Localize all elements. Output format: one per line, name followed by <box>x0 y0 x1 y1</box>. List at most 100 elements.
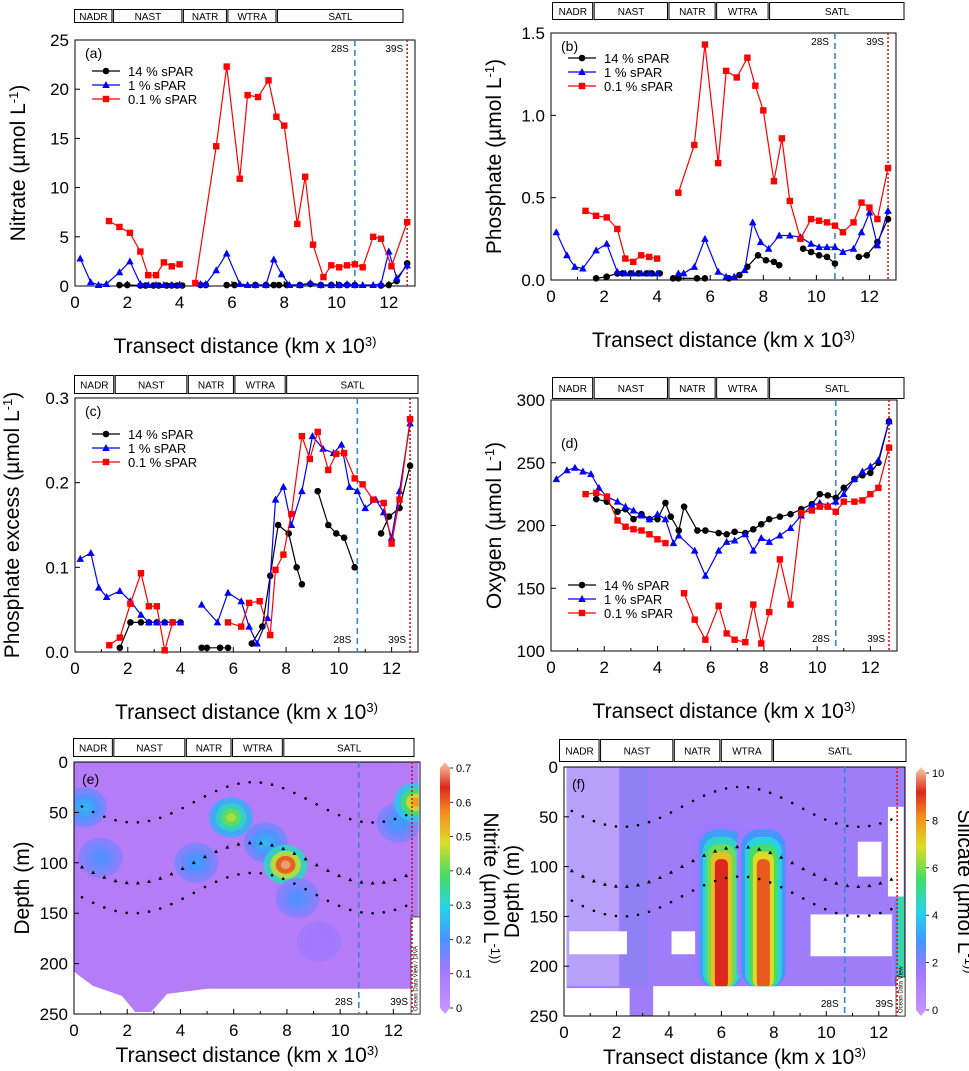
sample-dot <box>304 887 307 891</box>
data-point <box>277 270 286 278</box>
sample-triangle <box>856 884 861 889</box>
sample-dot <box>326 899 330 903</box>
data-point <box>637 511 646 519</box>
data-point <box>884 164 892 172</box>
y-tick-label: 150 <box>40 904 68 923</box>
sample-triangle <box>359 880 364 884</box>
data-point <box>736 271 743 279</box>
colorbar-tick-label: 0 <box>932 1005 938 1017</box>
y-tick-label: 100 <box>40 854 68 873</box>
panel-label: (a) <box>85 45 102 61</box>
data-point <box>324 521 332 529</box>
data-point <box>776 556 784 563</box>
colorbar <box>916 767 926 1016</box>
data-point <box>127 619 134 626</box>
sample-triangle <box>79 865 84 869</box>
sample-dot <box>237 782 240 785</box>
data-gap <box>569 931 627 955</box>
y-tick-label: 0.3 <box>45 389 69 408</box>
sample-triangle <box>292 851 297 855</box>
data-point <box>731 636 738 643</box>
x-tick-label: 2 <box>599 287 608 306</box>
legend-marker <box>102 81 110 88</box>
sample-dot <box>80 895 84 899</box>
sample-triangle <box>124 880 129 885</box>
colorbar-ticks: 0 0.1 0.2 0.3 0.4 0.5 0.6 0.7 <box>450 763 471 1015</box>
colorbar-tick-label: 4 <box>932 910 938 922</box>
x-tick-label: 0 <box>546 658 555 677</box>
data-point <box>340 534 348 541</box>
sample-dot <box>136 821 140 824</box>
data-point <box>161 647 168 654</box>
data-point <box>875 484 882 492</box>
sample-dot <box>757 877 761 881</box>
data-point <box>351 281 359 289</box>
x-tick-label: 10 <box>329 659 348 678</box>
province-label: NAST <box>624 747 651 758</box>
x-axis-label: Transect distance (km x 103) <box>603 1045 866 1070</box>
sample-triangle <box>746 845 751 849</box>
data-point <box>281 122 288 129</box>
data-point <box>369 233 377 240</box>
sample-triangle <box>135 880 140 885</box>
data-point <box>816 490 824 498</box>
colorbar-tick-label: 0.2 <box>456 934 471 946</box>
legend-label: 0.1 % sPAR <box>128 92 197 107</box>
legend-label: 1 % sPAR <box>128 441 186 456</box>
data-point <box>298 580 306 588</box>
data-point <box>571 463 579 471</box>
sample-dot <box>348 908 352 912</box>
data-point <box>733 74 740 81</box>
x-axis: 0 2 4 6 8 10 12 <box>559 1011 888 1042</box>
sample-dot <box>790 801 794 805</box>
data-point <box>839 490 848 498</box>
province-box <box>552 377 594 399</box>
sample-dot <box>845 824 849 828</box>
data-gap <box>857 841 882 877</box>
data-point <box>629 269 638 277</box>
data-point <box>253 639 261 647</box>
data-point <box>285 281 294 289</box>
data-point <box>169 619 176 626</box>
sample-triangle <box>779 855 784 859</box>
y-tick-label: 250 <box>530 1007 558 1026</box>
data-point <box>223 281 230 289</box>
x-tick-label: 12 <box>379 293 398 312</box>
boundary-28s-label: 28S <box>335 997 353 1008</box>
data-gap <box>887 806 904 897</box>
data-point <box>86 278 95 286</box>
data-point <box>335 281 343 289</box>
sample-dot <box>691 799 695 803</box>
data-point <box>675 189 682 196</box>
y-tick-label: 0.1 <box>45 558 69 577</box>
data-point <box>345 482 354 490</box>
legend-marker <box>102 458 110 466</box>
province-label: NADR <box>559 7 587 18</box>
data-point <box>395 487 404 495</box>
data-point <box>212 266 221 274</box>
sample-dot <box>393 908 397 912</box>
province-box <box>716 2 769 20</box>
sample-dot <box>823 818 827 821</box>
sample-dot <box>647 910 651 914</box>
data-point <box>237 597 246 605</box>
data-point <box>702 636 709 643</box>
data-point <box>116 281 123 289</box>
data-point <box>778 135 786 142</box>
data-point <box>823 219 831 226</box>
data-point <box>145 618 153 626</box>
data-point <box>748 218 757 226</box>
data-point <box>137 610 145 618</box>
data-point <box>296 281 304 289</box>
data-point <box>392 274 401 282</box>
data-point <box>145 271 152 279</box>
data-point <box>754 252 762 259</box>
sample-dot <box>570 809 574 813</box>
sample-dot <box>170 812 173 815</box>
sample-dot <box>768 881 772 884</box>
y-tick-label: 0.2 <box>45 474 69 493</box>
data-point <box>614 225 621 233</box>
data-point <box>582 490 589 498</box>
x-tick-label: 6 <box>227 293 236 312</box>
